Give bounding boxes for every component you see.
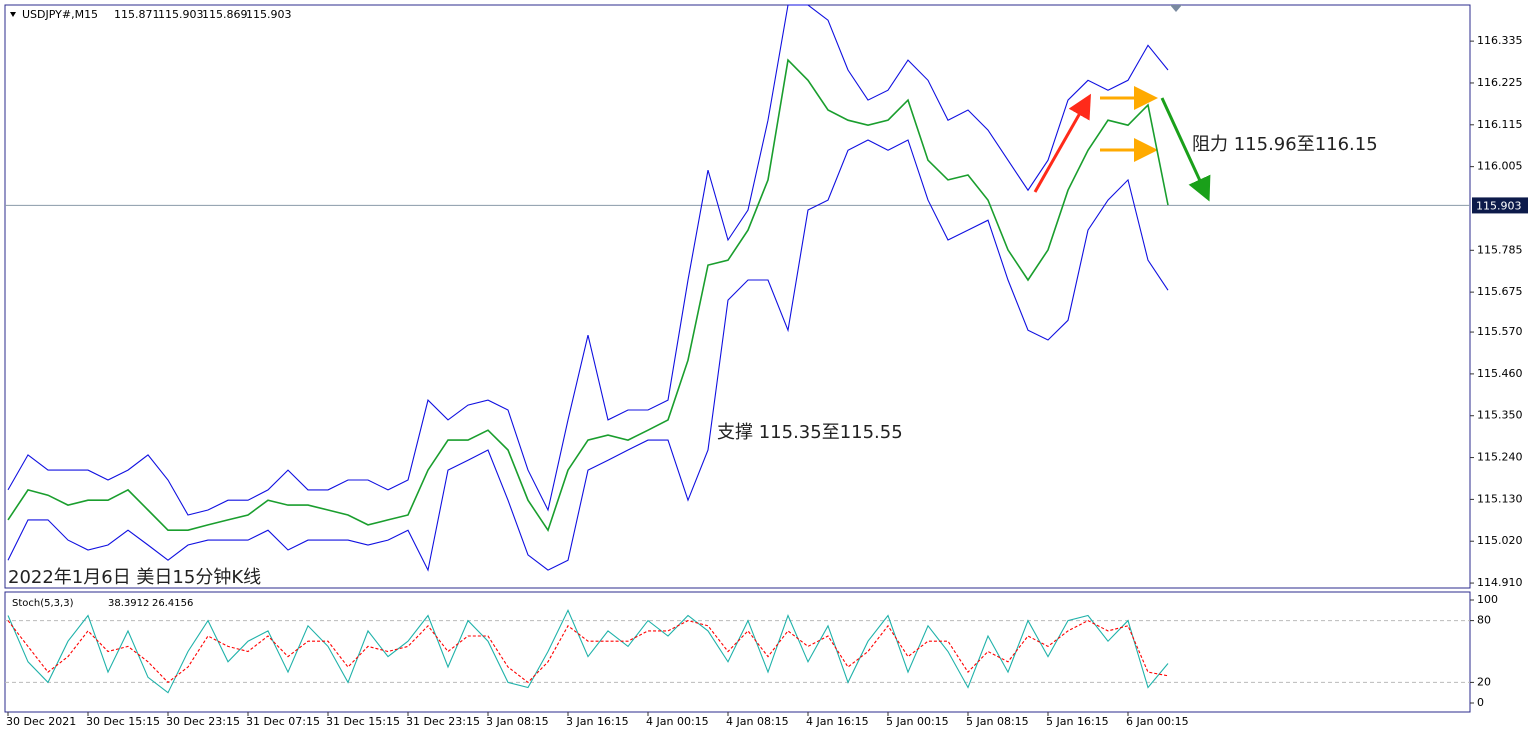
support-annotation: 支撑 115.35至115.55 [717,422,903,443]
header-value: 115.903 [158,8,204,21]
y-tick-label: 0 [1477,696,1484,709]
stoch-value: 26.4156 [152,598,193,609]
y-tick-label: 115.675 [1477,285,1523,298]
current-price-label: 115.903 [1476,199,1522,212]
y-tick-label: 115.785 [1477,243,1523,256]
x-tick-label: 4 Jan 16:15 [806,715,869,728]
x-tick-label: 6 Jan 00:15 [1126,715,1189,728]
x-tick-label: 31 Dec 23:15 [406,715,480,728]
x-tick-label: 5 Jan 08:15 [966,715,1029,728]
y-tick-label: 116.005 [1477,160,1523,173]
y-tick-label: 100 [1477,593,1498,606]
y-tick-label: 20 [1477,675,1491,688]
stoch-title: Stoch(5,3,3) [12,598,74,609]
x-tick-label: 30 Dec 23:15 [166,715,240,728]
menu-triangle [10,12,16,17]
arrow-down [1160,97,1211,202]
series-line [7,58,1169,533]
y-tick-label: 115.350 [1477,409,1523,422]
y-tick-label: 116.225 [1477,76,1523,89]
y-tick-label: 80 [1477,614,1491,627]
x-tick-label: 4 Jan 08:15 [726,715,789,728]
y-tick-label: 116.335 [1477,34,1523,47]
y-tick-label: 115.570 [1477,325,1523,338]
price-panel [4,4,1471,589]
x-tick-label: 4 Jan 00:15 [646,715,709,728]
shift-marker [1170,5,1182,12]
x-tick-label: 30 Dec 15:15 [86,715,160,728]
y-tick-label: 115.020 [1477,534,1523,547]
y-tick-label: 116.115 [1477,118,1523,131]
x-tick-label: 31 Dec 15:15 [326,715,400,728]
y-tick-label: 115.240 [1477,451,1523,464]
stoch-value: 38.3912 [108,598,149,609]
series-line [7,139,1169,572]
x-tick-label: 3 Jan 08:15 [486,715,549,728]
series-line [7,4,1169,516]
header-value: 115.903 [246,8,292,21]
x-tick-label: 3 Jan 16:15 [566,715,629,728]
x-tick-label: 30 Dec 2021 [6,715,76,728]
x-tick-label: 5 Jan 00:15 [886,715,949,728]
resistance-annotation: 阻力 115.96至116.15 [1192,134,1378,155]
header-value: 115.871 [114,8,160,21]
symbol-title: USDJPY#,M15 [22,8,98,21]
series-line [7,619,1169,684]
y-tick-label: 114.910 [1477,576,1523,589]
arrow-up [1033,93,1091,193]
x-tick-label: 31 Dec 07:15 [246,715,320,728]
y-tick-label: 115.460 [1477,367,1523,380]
current-price-box [1472,197,1528,214]
x-tick-label: 5 Jan 16:15 [1046,715,1109,728]
stoch-panel [4,591,1471,713]
date-annotation: 2022年1月6日 美日15分钟K线 [8,567,261,588]
y-tick-label: 115.130 [1477,492,1523,505]
header-value: 115.869 [202,8,248,21]
series-line [7,608,1169,694]
